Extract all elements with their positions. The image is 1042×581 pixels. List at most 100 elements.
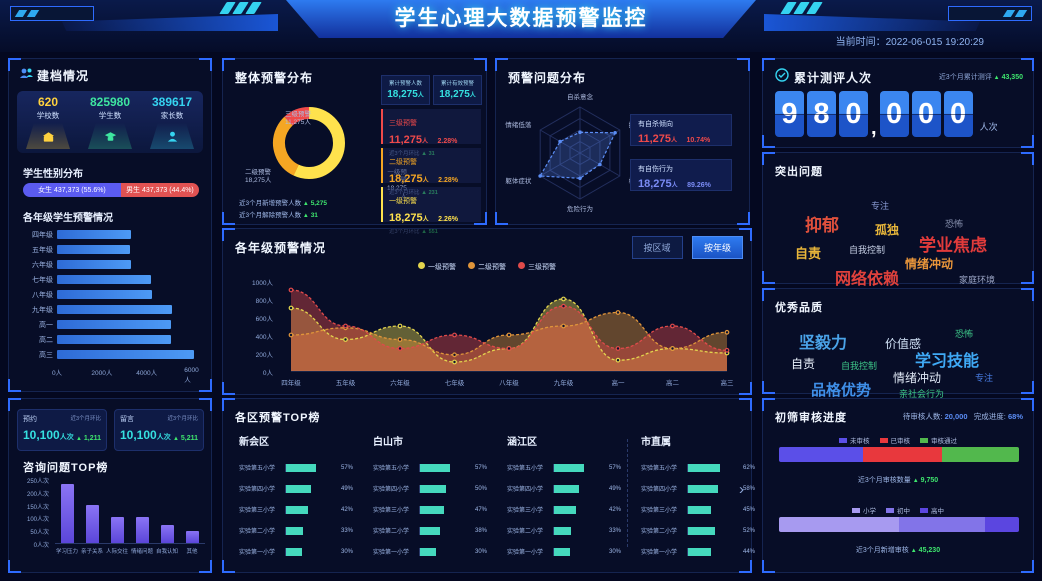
x-tick: 高三 [720,380,734,387]
flip-comma: , [871,117,877,139]
consult-bar [61,484,74,543]
x-tick: 六年级 [390,380,410,387]
x-tick: 八年级 [499,380,519,387]
by-grade-button[interactable]: 按年级 [691,236,743,259]
assess-sub: 近3个月累计测评 ▲ 43,350 [938,74,1023,81]
grade-warning-area-chart [279,275,739,377]
x-tick: 高二 [666,380,679,387]
district-row: 实验第三小学 45% [641,499,761,520]
bar-segment [899,517,986,532]
counter-unit: 人次 [979,122,998,132]
review-bar2-legend: 小学 初中 高中 [763,505,1033,515]
bar-track [285,505,338,514]
grade-row: 高三 [19,347,205,362]
y-tick: 0人次 [33,543,49,549]
cloud-word: 孤独 [875,223,900,237]
footnote: 近3个月解除预警人数 ▲ 31 [239,212,318,219]
corner-decoration [199,379,212,392]
district-row: 实验第三小学 42% [239,499,359,520]
consult-bar [186,531,199,543]
grade-bar [57,320,171,329]
cloud-word: 自我控制 [849,245,886,255]
school-percent: 47% [475,506,488,513]
summary-value: 18,275人 [387,89,424,100]
warning-level-block: 一级预警 18,275人 2.26% 近3个月环比 ▲ 551 [381,187,481,235]
next-page-chevron-icon[interactable]: › [739,481,744,498]
archive-title: 建档情况 [37,69,90,83]
grade-bar-chart: 四年级 五年级 六年级 七年级 八年级 九年级 高一 高二 高三 0人 2000人… [19,227,205,385]
corner-decoration [762,560,775,573]
x-axis-line [55,543,205,544]
corner-decoration [762,152,775,165]
level-percent: 2.28% [438,177,458,184]
warning-donut-chart [241,93,377,193]
archive-stat: 620 学校数 [17,91,79,153]
corner-decoration [8,398,21,411]
district-row: 实验第五小学 57% [507,457,627,478]
bar-segment [942,447,1019,462]
legend-swatch [886,508,894,513]
grade-bar [57,350,194,359]
bar-track [285,484,338,493]
bar-track [687,463,740,472]
corner-decoration [495,58,508,71]
school-percent: 58% [743,485,756,492]
school-label: 实验第四小学 [507,487,544,493]
radar-box-value: 18,275人 [638,178,678,190]
grade-label: 九年级 [32,306,53,314]
school-bar [688,505,712,514]
consult-box: 留言 近3个月环比 10,100人次 ▲ 5,211 [114,409,204,451]
bar-segment [863,447,943,462]
grade-label: 八年级 [32,291,53,299]
corner-decoration [762,271,775,284]
school-label: 实验第二小学 [239,529,276,535]
corner-decoration [739,560,752,573]
flip-digit: 0 [943,91,973,137]
cloud-word: 专注 [871,201,890,211]
view-switch: 按区域 按年级 [627,236,743,259]
y-tick: 1000人 [252,280,273,287]
y-tick: 200人 [255,352,273,359]
school-label: 实验第五小学 [239,466,276,472]
school-percent: 30% [341,548,354,555]
legend-item: 二级预警 [468,262,506,272]
grade-label: 五年级 [32,246,53,254]
school-bar [286,484,312,493]
cloud-word: 价值感 [885,337,922,351]
district-column: 新会区 实验第五小学 57% 实验第四小学 49% 实验第三小学 42% 实验第… [239,433,359,562]
corner-decoration [222,398,235,411]
cloud-word: 网络依赖 [835,271,900,288]
stat-value: 825980 [89,95,131,109]
pending-value: 20,000 [944,412,968,421]
svg-text:情绪低落: 情绪低落 [505,120,532,129]
panel-archive: 建档情况 620 学校数 825980 学生数 389617 家长数 学生性别分… [8,58,212,392]
district-row: 实验第五小学 57% [373,457,493,478]
grade-row: 六年级 [19,257,205,272]
by-region-button[interactable]: 按区域 [631,236,683,259]
warning-level-block: 二级预警 18,275人 2.28% 近3个月环比 ▲ 231 [381,148,481,196]
bar-track [553,547,606,556]
stat-pedestal [150,123,194,149]
corner-decoration [495,212,508,225]
bar-segment [779,517,899,532]
corner-decoration [199,560,212,573]
district-top-title: 各区预警TOP榜 [235,412,321,424]
box-sub-label: 近3个月环比 [70,416,101,422]
district-name: 市直属 [641,437,671,448]
bar-track [57,305,205,314]
cloud-word: 学业焦虑 [919,236,987,255]
x-tick: 五年级 [335,380,356,387]
consult-bar [111,517,124,543]
stat-label: 学生数 [98,111,122,120]
cloud-word: 亲社会行为 [899,389,945,399]
box-label: 预约 [23,416,37,423]
header-title-band [286,0,756,38]
bar-track [57,260,205,269]
school-percent: 44% [743,548,756,555]
donut-svg [273,107,345,179]
svg-text:躯体症状: 躯体症状 [505,176,532,185]
school-bar [688,463,721,472]
gender-distribution-bar: 女生 437,373 (55.6%) 男生 437,373 (44.4%) [23,183,199,197]
legend-item: 小学 [852,505,876,515]
x-label: 自我认知 [155,549,179,555]
